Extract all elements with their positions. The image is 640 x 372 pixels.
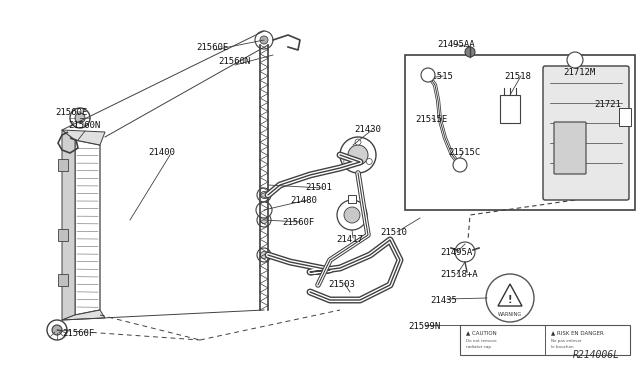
Text: Do not remove: Do not remove (466, 339, 497, 343)
Text: 21430: 21430 (354, 125, 381, 134)
Text: 21712M: 21712M (563, 68, 595, 77)
Text: 21503: 21503 (328, 280, 355, 289)
Text: 21501: 21501 (305, 183, 332, 192)
Text: 21495AA: 21495AA (437, 40, 475, 49)
Bar (58, 274, 68, 286)
Polygon shape (75, 140, 100, 315)
Circle shape (348, 145, 368, 165)
Polygon shape (62, 130, 105, 145)
Circle shape (52, 325, 62, 335)
Circle shape (255, 31, 273, 49)
Bar (405, 55, 635, 210)
Text: R214006L: R214006L (573, 350, 620, 360)
Text: 21518: 21518 (504, 72, 531, 81)
Text: 21435: 21435 (430, 296, 457, 305)
Text: 21560F: 21560F (282, 218, 314, 227)
Bar (348, 195, 356, 203)
Circle shape (344, 158, 349, 164)
Text: radiator cap: radiator cap (466, 345, 491, 349)
FancyBboxPatch shape (554, 122, 586, 174)
Circle shape (455, 242, 475, 262)
Text: 21560N: 21560N (218, 57, 250, 66)
Bar (619, 108, 631, 126)
Circle shape (257, 213, 271, 227)
Text: 21510: 21510 (380, 228, 407, 237)
Text: Ne pas enlever: Ne pas enlever (551, 339, 582, 343)
Polygon shape (62, 130, 75, 320)
Circle shape (257, 248, 271, 262)
Circle shape (260, 217, 268, 224)
Polygon shape (62, 310, 105, 320)
Circle shape (75, 113, 85, 123)
Text: ▲ CAUTION: ▲ CAUTION (466, 330, 497, 335)
Text: 21560E: 21560E (55, 108, 87, 117)
Text: 21417: 21417 (336, 235, 363, 244)
Text: 21560F: 21560F (62, 329, 94, 338)
Circle shape (47, 320, 67, 340)
Bar (460, 325, 630, 355)
Circle shape (340, 137, 376, 173)
Circle shape (257, 188, 271, 202)
Polygon shape (498, 284, 522, 306)
Text: 21515E: 21515E (415, 115, 447, 124)
Circle shape (70, 108, 90, 128)
Circle shape (355, 139, 361, 145)
Text: 21515: 21515 (426, 72, 453, 81)
Text: 21480: 21480 (290, 196, 317, 205)
Text: 21560N: 21560N (68, 121, 100, 130)
Circle shape (465, 47, 475, 57)
Circle shape (366, 158, 372, 164)
Text: 21560E: 21560E (196, 43, 228, 52)
Text: le bouchon: le bouchon (551, 345, 573, 349)
Text: 21599N: 21599N (408, 322, 440, 331)
Circle shape (421, 68, 435, 82)
Circle shape (256, 202, 272, 218)
Text: 21400: 21400 (148, 148, 175, 157)
Circle shape (453, 158, 467, 172)
Text: !: ! (508, 295, 512, 305)
Circle shape (337, 200, 367, 230)
Circle shape (486, 274, 534, 322)
Text: ▲ RISK EN DANGER: ▲ RISK EN DANGER (551, 330, 604, 335)
Text: 21518+A: 21518+A (440, 270, 477, 279)
Bar (500, 95, 520, 123)
Circle shape (567, 52, 583, 68)
Text: 21495A: 21495A (440, 248, 472, 257)
Circle shape (260, 192, 268, 199)
Text: 21721: 21721 (594, 100, 621, 109)
Circle shape (344, 207, 360, 223)
FancyBboxPatch shape (543, 66, 629, 200)
Circle shape (260, 36, 268, 44)
Bar (58, 229, 68, 241)
Bar (58, 159, 68, 171)
Text: 21515C: 21515C (448, 148, 480, 157)
Circle shape (260, 251, 268, 259)
Text: WARNING: WARNING (498, 311, 522, 317)
